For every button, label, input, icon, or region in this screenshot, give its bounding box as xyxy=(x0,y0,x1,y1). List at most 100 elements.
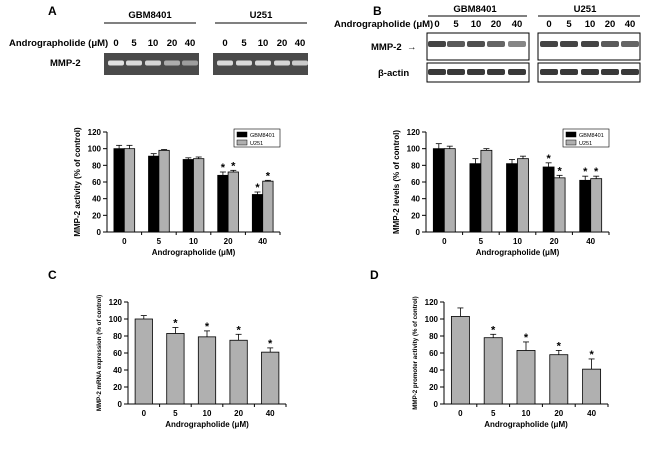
chart-a-ytick-100: 100 xyxy=(88,145,102,154)
chart-b-significance-1-3: * xyxy=(557,165,562,177)
panel-a-dose-5: 5 xyxy=(131,38,137,49)
chart-b-significance-1-4: * xyxy=(594,166,599,178)
chart-d-ytick-120: 120 xyxy=(425,298,439,307)
panel-c-label: C xyxy=(48,268,57,282)
panel-a-band-gbm8401-40 xyxy=(182,60,198,66)
chart-a-bar-gbm8401-5 xyxy=(148,155,160,233)
panel-b-band-mmp2-u251-5 xyxy=(560,41,578,47)
chart-d-bar-mmp-2-promoter-20 xyxy=(549,354,569,405)
chart-b-bar-gbm8401-40 xyxy=(579,179,592,233)
chart-c-ytick-20: 20 xyxy=(113,383,122,392)
panel-a-dose-20: 20 xyxy=(167,38,178,49)
chart-d-xtick-5: 5 xyxy=(491,409,496,418)
panel-b-band-mmp2-gbm8401-0 xyxy=(428,41,446,47)
chart-c-bar-mmp-2-mrna-20 xyxy=(229,339,248,405)
chart-d-significance-0-2: * xyxy=(524,332,529,344)
chart-a-bar-u251-40 xyxy=(262,180,274,233)
panel-b-band-actin-u251-10 xyxy=(581,69,599,75)
chart-c-significance-0-2: * xyxy=(205,321,210,333)
chart-b-ytick-100: 100 xyxy=(407,145,421,154)
chart-a-ytick-20: 20 xyxy=(92,211,101,220)
panel-b-band-actin-gbm8401-20 xyxy=(487,69,505,75)
panel-a-band-u251-10 xyxy=(255,60,271,66)
chart-b-xtick-0: 0 xyxy=(442,237,447,246)
panel-a-line-gbm8401: GBM8401 xyxy=(128,10,172,21)
chart-c-ytick-0: 0 xyxy=(118,400,123,409)
panel-a-band-gbm8401-10 xyxy=(145,60,161,66)
chart-a-ylabel: MMP-2 activity (% of control) xyxy=(73,127,82,237)
panel-b-band-mmp2-gbm8401-20 xyxy=(487,41,505,47)
chart-c-ytick-40: 40 xyxy=(113,366,122,375)
panel-b-line-gbm8401: GBM8401 xyxy=(453,4,497,15)
chart-b-bar-gbm8401-10 xyxy=(506,163,518,233)
panel-b-band-actin-gbm8401-5 xyxy=(447,69,465,75)
chart-d-ytick-100: 100 xyxy=(425,315,439,324)
panel-b-dose-5: 5 xyxy=(566,19,572,30)
chart-c-xtick-0: 0 xyxy=(142,409,147,418)
chart-d-significance-0-3: * xyxy=(557,340,562,352)
chart-a-significance-1-4: * xyxy=(266,170,271,182)
panel-a-row-mmp2: MMP-2 xyxy=(50,58,81,69)
panel-b-band-mmp2-u251-20 xyxy=(601,41,619,47)
chart-b-ytick-40: 40 xyxy=(411,195,420,204)
chart-a-bar-u251-10 xyxy=(193,158,205,233)
chart-b-bar-u251-40 xyxy=(590,178,603,233)
chart-a-xtick-40: 40 xyxy=(258,237,267,246)
chart-a-bar-gbm8401-10 xyxy=(182,159,194,233)
chart-b-significance-0-3: * xyxy=(546,153,551,165)
chart-a-legend-swatch-0 xyxy=(236,131,248,138)
panel-a-band-u251-5 xyxy=(236,60,252,66)
chart-b-legend-label-1: U251 xyxy=(579,141,592,147)
chart-d-bar-mmp-2-promoter-5 xyxy=(483,337,503,405)
chart-a-xlabel: Andrographolide (μM) xyxy=(152,248,236,257)
chart-c-xtick-5: 5 xyxy=(173,409,178,418)
chart-b-legend-swatch-1 xyxy=(565,139,577,146)
chart-b-legend-label-0: GBM8401 xyxy=(579,133,604,139)
chart-b-xtick-40: 40 xyxy=(586,237,595,246)
chart-a-xtick-20: 20 xyxy=(224,237,233,246)
chart-c-significance-0-4: * xyxy=(268,338,273,350)
panel-b-dose-40: 40 xyxy=(625,19,636,30)
chart-a-bar-u251-5 xyxy=(158,149,170,233)
chart-b-bar-u251-20 xyxy=(553,177,566,233)
chart-c-bar-mmp-2-mrna-40 xyxy=(261,351,280,405)
chart-c-ytick-60: 60 xyxy=(113,349,122,358)
chart-c-significance-0-1: * xyxy=(173,318,178,330)
panel-b-line-u251: U251 xyxy=(574,4,597,15)
chart-c-ytick-100: 100 xyxy=(109,315,123,324)
chart-c-xtick-10: 10 xyxy=(203,409,212,418)
chart-a-legend-label-1: U251 xyxy=(250,141,263,147)
panel-b-band-mmp2-gbm8401-10 xyxy=(467,41,485,47)
chart-b-bar-u251-5 xyxy=(480,149,493,233)
chart-a-significance-0-4: * xyxy=(255,182,260,194)
chart-b-bar-gbm8401-0 xyxy=(432,148,445,233)
chart-d-xtick-40: 40 xyxy=(587,409,596,418)
panel-a-dose-40: 40 xyxy=(185,38,196,49)
panel-b-band-mmp2-gbm8401-40 xyxy=(508,41,526,47)
chart-a-bar-gbm8401-40 xyxy=(251,194,264,233)
panel-d-label: D xyxy=(370,268,379,282)
panel-a-band-gbm8401-20 xyxy=(164,60,180,66)
panel-b-dose-0: 0 xyxy=(434,19,439,30)
chart-a-legend-swatch-1 xyxy=(236,139,248,146)
panel-b-dose-10: 10 xyxy=(585,19,596,30)
panel-a-line-u251: U251 xyxy=(250,10,273,21)
panel-b-dose-20: 20 xyxy=(605,19,616,30)
panel-a-dose-0: 0 xyxy=(113,38,118,49)
chart-d-ytick-80: 80 xyxy=(429,332,438,341)
panel-b-band-mmp2-u251-40 xyxy=(621,41,639,47)
chart-a-bar-gbm8401-0 xyxy=(113,148,125,233)
chart-d-significance-0-4: * xyxy=(589,349,594,361)
panel-b-row-actin: β-actin xyxy=(378,68,409,79)
chart-d-bar-mmp-2-promoter-40 xyxy=(582,368,602,405)
chart-a-ytick-60: 60 xyxy=(92,178,101,187)
chart-d-xtick-10: 10 xyxy=(522,409,531,418)
chart-d-bar-mmp-2-promoter-10 xyxy=(516,350,536,405)
chart-b-ytick-60: 60 xyxy=(411,178,420,187)
panel-a-band-u251-0 xyxy=(217,60,233,66)
chart-b-xtick-20: 20 xyxy=(550,237,559,246)
